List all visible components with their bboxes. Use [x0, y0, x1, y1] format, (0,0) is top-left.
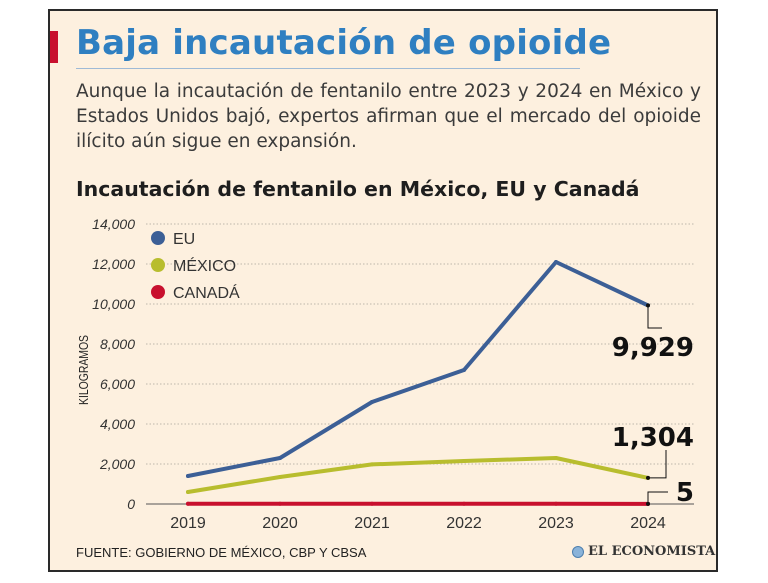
data-point: [370, 501, 374, 506]
legend-marker: [151, 285, 165, 299]
series-line-méxico: [186, 456, 650, 494]
x-tick-label: 2022: [446, 515, 482, 532]
legend-label: CANADÁ: [173, 283, 240, 302]
data-point: [278, 475, 282, 479]
data-point: [186, 474, 190, 478]
y-tick-label: 8,000: [100, 336, 135, 352]
data-point: [278, 501, 282, 506]
data-point: [462, 459, 466, 463]
y-tick-label: 14,000: [92, 216, 135, 232]
x-tick-label: 2020: [262, 515, 298, 532]
annotation-canada: 5: [676, 478, 694, 508]
x-tick-label: 2023: [538, 515, 574, 532]
y-tick-label: 2,000: [99, 456, 135, 472]
data-point: [186, 490, 190, 494]
y-tick-label: 12,000: [92, 256, 135, 272]
chart-title: Incautación de fentanilo en México, EU y…: [76, 177, 640, 201]
legend-label: EU: [173, 231, 195, 248]
publisher-logo: EL ECONOMISTA: [572, 544, 715, 559]
data-point: [554, 456, 558, 460]
data-point: [462, 368, 466, 372]
lede-paragraph: Aunque la incautación de fentanilo entre…: [76, 81, 701, 152]
logo-text: EL ECONOMISTA: [588, 544, 716, 559]
x-tick-label: 2024: [630, 515, 666, 532]
annotation-mexico: 1,304: [612, 423, 694, 453]
series-line-eu: [186, 260, 650, 478]
x-tick-label: 2021: [354, 515, 390, 532]
y-axis-label: KILOGRAMOS: [77, 335, 91, 405]
annotation-eu: 9,929: [612, 333, 694, 363]
legend-label: MÉXICO: [173, 256, 236, 275]
source-note: FUENTE: GOBIERNO DE MÉXICO, CBP Y CBSA: [76, 545, 367, 560]
data-point: [462, 501, 466, 506]
legend-marker: [151, 258, 165, 272]
x-tick-label: 2019: [170, 515, 206, 532]
y-tick-label: 6,000: [100, 376, 135, 392]
data-point: [370, 400, 374, 404]
legend-marker: [151, 231, 165, 245]
y-tick-label: 0: [127, 496, 135, 512]
infographic-frame: Baja incautación de opioide Aunque la in…: [48, 9, 718, 572]
y-tick-label: 4,000: [100, 416, 135, 432]
title-divider: [76, 68, 580, 69]
logo-icon: [572, 545, 584, 558]
y-tick-label: 10,000: [92, 296, 135, 312]
annotation-leader: [647, 491, 668, 504]
data-point: [186, 501, 190, 506]
annotation-leader: [648, 450, 667, 479]
page-title: Baja incautación de opioide: [76, 23, 612, 63]
title-accent-bar: [50, 31, 58, 63]
data-point: [278, 456, 282, 460]
data-point: [554, 501, 558, 506]
data-point: [370, 462, 374, 467]
data-point: [554, 260, 558, 264]
annotation-leader: [647, 305, 662, 329]
